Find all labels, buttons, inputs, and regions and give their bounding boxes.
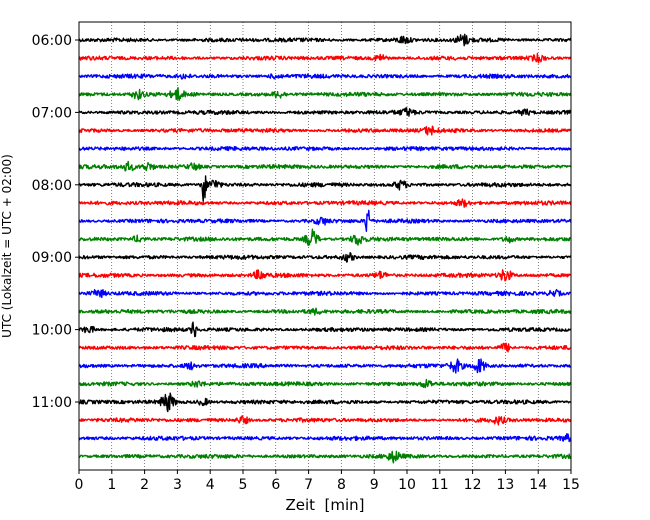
seismogram-trace (78, 198, 572, 208)
x-tick-label: 1 (107, 477, 116, 493)
seismogram-trace (78, 209, 572, 232)
y-tick-label: 07:00 (32, 105, 72, 121)
seismogram-trace (78, 145, 572, 152)
y-tick-label: 11:00 (32, 395, 72, 411)
x-tick-label: 11 (431, 477, 449, 493)
x-tick-label: 4 (206, 477, 215, 493)
seismogram-trace (78, 392, 572, 413)
seismogram-trace (78, 378, 572, 389)
y-axis-ticks: 06:00 07:00 08:00 09:00 10:00 11:00 (32, 33, 79, 411)
seismogram-trace (78, 269, 572, 282)
y-tick-label: 06:00 (32, 33, 72, 49)
x-tick-label: 12 (464, 477, 482, 493)
y-tick-label: 10:00 (32, 323, 72, 339)
x-tick-label: 3 (173, 477, 182, 493)
seismogram-trace (78, 415, 572, 426)
seismogram-trace (78, 228, 572, 247)
seismogram-trace (78, 73, 572, 80)
seismogram-trace (78, 307, 572, 316)
x-tick-label: 6 (271, 477, 280, 493)
seismogram-trace (78, 450, 572, 464)
y-axis-label: UTC (Lokalzeit = UTC + 02:00) (0, 154, 14, 338)
seismogram-trace (78, 86, 572, 102)
x-tick-label: 7 (304, 477, 313, 493)
x-tick-label: 14 (529, 477, 547, 493)
seismogram-traces (78, 33, 572, 464)
seismogram-trace (78, 433, 572, 443)
y-tick-label: 08:00 (32, 178, 72, 194)
x-tick-label: 15 (562, 477, 580, 493)
x-tick-label: 9 (370, 477, 379, 493)
seismogram-trace (78, 107, 572, 117)
seismogram-trace (78, 33, 572, 47)
seismogram-trace (78, 342, 572, 353)
seismogram-trace (78, 358, 572, 374)
x-axis-ticks: 0 1 2 3 4 5 6 7 8 9 10 11 12 13 14 15 (75, 470, 580, 493)
y-tick-label: 09:00 (32, 250, 72, 266)
seismogram-trace (78, 288, 572, 299)
x-tick-label: 10 (398, 477, 416, 493)
x-tick-label: 2 (140, 477, 149, 493)
seismogram-trace (78, 251, 572, 263)
x-tick-label: 8 (337, 477, 346, 493)
x-tick-label: 0 (75, 477, 84, 493)
seismogram-trace (78, 52, 572, 64)
seismogram-trace (78, 321, 572, 338)
seismogram-trace (78, 160, 572, 172)
seismogram-trace (78, 175, 572, 202)
x-tick-label: 13 (496, 477, 514, 493)
plot-frame (78, 21, 572, 471)
seismogram-trace (78, 125, 572, 136)
x-axis-label: Zeit [min] (285, 496, 364, 514)
x-tick-label: 5 (239, 477, 248, 493)
